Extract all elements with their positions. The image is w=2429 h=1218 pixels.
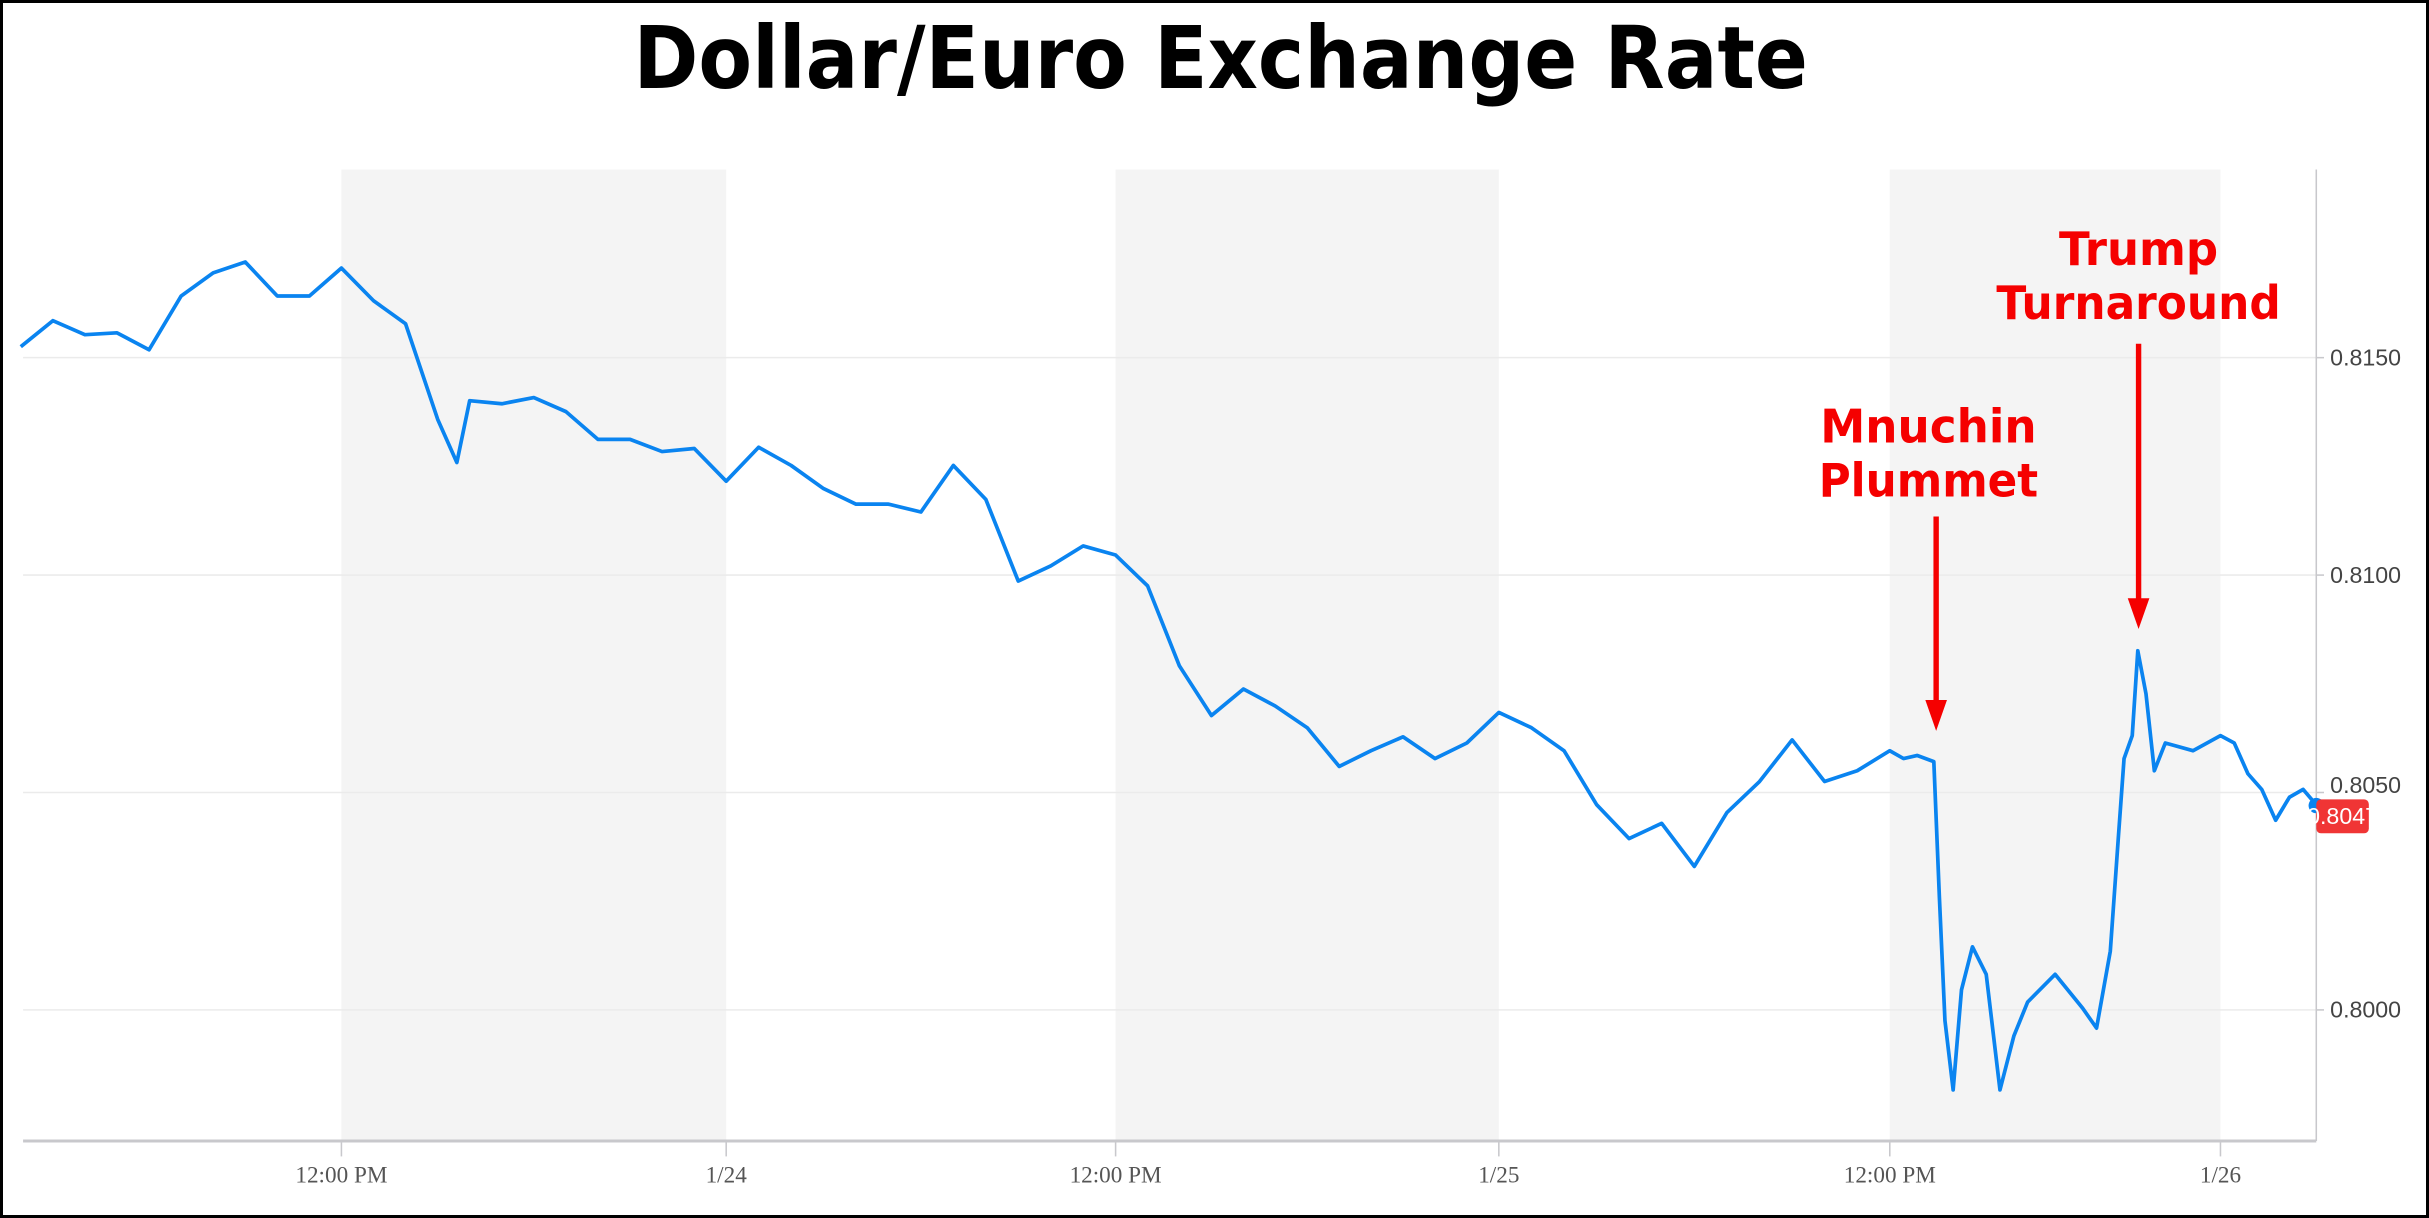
last-value-label: 0.8047 [2307, 803, 2378, 829]
y-tick-labels: 0.8150 0.8100 0.8050 0.8000 [2330, 344, 2401, 1022]
x-tick-label: 12:00 PM [1070, 1163, 1162, 1189]
last-value-badge: 0.8047 [2307, 799, 2378, 834]
shaded-band [341, 169, 727, 1141]
annotation-label: Trump [2059, 222, 2218, 276]
series-line [19, 260, 2319, 1092]
arrow-down-icon [1925, 699, 1947, 731]
exchange-rate-chart: Dollar/Euro Exchange Rate 0.81500.81000.… [19, 9, 2401, 1189]
x-tick-label: 12:00 PM [1844, 1163, 1936, 1189]
x-tick-label: 1/25 [1478, 1163, 1519, 1189]
y-tick-label: 0.8000 [2330, 997, 2401, 1023]
shaded-band [1115, 169, 1499, 1141]
x-tick-label: 1/26 [2200, 1163, 2241, 1189]
arrow-down-icon [2127, 598, 2150, 630]
x-tick-label: 12:00 PM [295, 1163, 387, 1189]
chart-title: Dollar/Euro Exchange Rate [633, 9, 1807, 109]
annotation-label: Plummet [1819, 453, 2038, 507]
annotation-label: Turnaround [1996, 276, 2280, 330]
annotation-label: Mnuchin [1820, 400, 2036, 454]
shaded-bands [341, 169, 2221, 1141]
x-tick-labels: 12:00 PM 1/24 12:00 PM 1/25 12:00 PM 1/26 [295, 1142, 2241, 1189]
y-tick-label: 0.8150 [2330, 344, 2401, 370]
y-tick-label: 0.8100 [2330, 562, 2401, 588]
x-tick-label: 1/24 [706, 1163, 748, 1189]
y-tick-label: 0.8050 [2330, 772, 2401, 798]
